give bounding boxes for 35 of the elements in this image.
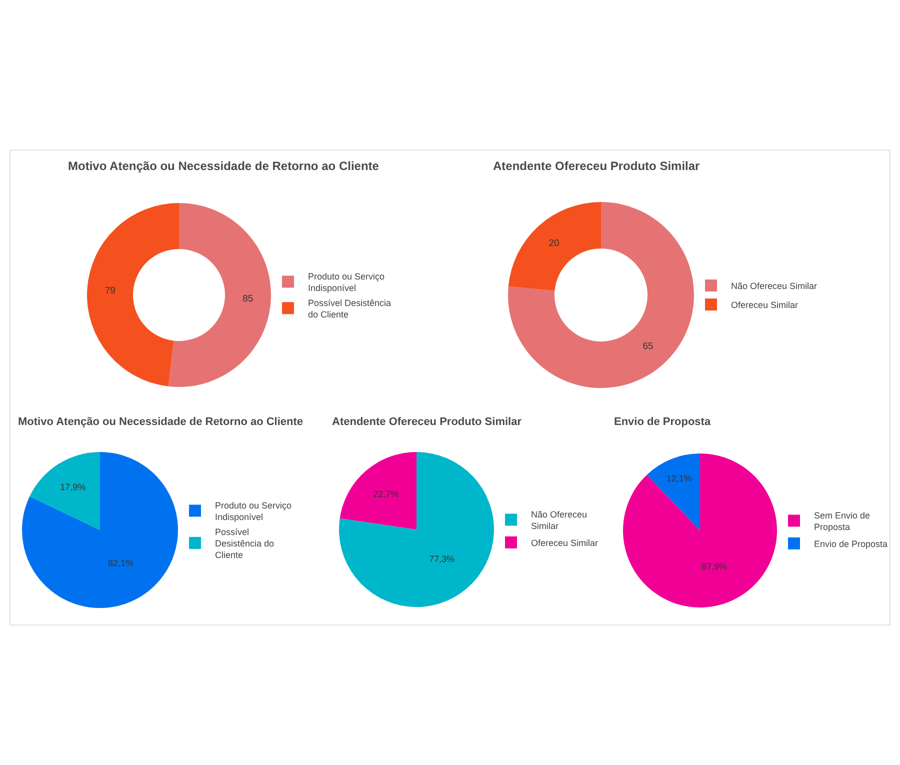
chart-title: Atendente Ofereceu Produto Similar [332,416,522,428]
legend-label: Envio de Proposta [814,538,888,549]
data-label: 17,9% [60,482,86,492]
data-label: 22,7% [373,489,399,500]
data-label: 77,3% [429,554,455,564]
data-label: 85 [242,293,254,304]
data-label: 79 [104,286,116,297]
pie-slice [623,454,777,608]
data-label: 12,1% [666,473,692,484]
donut-slice [87,203,179,386]
legend-label: Não Ofereceu Similar [531,509,588,532]
donut-slice [508,202,601,291]
legend-label: Produto ou Serviço Indisponível [215,500,292,522]
chart-title: Envio de Proposta [614,416,712,428]
pie-slice [30,452,100,530]
chart-title: Atendente Ofereceu Produto Similar [493,159,700,173]
legend-label: Ofereceu Similar [531,538,598,548]
legend-label: Sem Envio de Proposta [814,510,870,532]
data-label: 82,1% [108,558,134,568]
legend-label: Possível Desistência do Cliente [215,526,274,560]
donut-slice [168,203,271,387]
chart-title: Motivo Atenção ou Necessidade de Retorno ao Cliente [68,159,380,173]
legend-label: Não Ofereceu Similar [731,281,818,292]
pie-slice [646,454,700,530]
data-label: 65 [642,341,654,352]
chart-title: Motivo Atenção ou Necessidade de Retorno ao Cliente [18,416,304,428]
data-label: 20 [548,238,560,249]
legend-label: Produto ou Serviço Indisponível [308,271,385,294]
legend-label: Ofereceu Similar [731,300,798,310]
donut-slice [508,202,694,388]
pie-slice [22,452,178,608]
pie-slice [340,452,416,530]
data-label: 87,9% [702,561,728,572]
pie-slice [339,452,494,607]
legend-label: Possível Desistência do Cliente [308,298,392,320]
